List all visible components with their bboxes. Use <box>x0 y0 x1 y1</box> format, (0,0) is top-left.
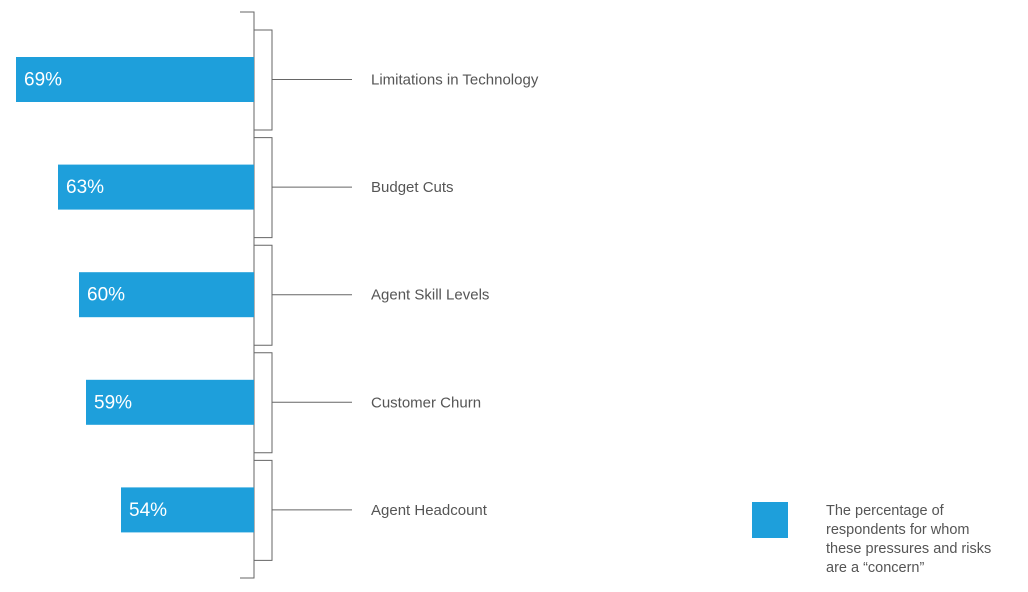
category-label: Budget Cuts <box>371 179 454 196</box>
bar <box>16 57 254 102</box>
bar <box>86 379 254 425</box>
bracket <box>254 244 352 346</box>
category-label: Customer Churn <box>371 394 481 411</box>
value-label: 60% <box>87 285 125 306</box>
bracket <box>254 137 352 239</box>
value-label: 69% <box>24 70 62 91</box>
legend-swatch <box>752 502 788 538</box>
bar <box>121 487 254 533</box>
category-label: Agent Headcount <box>371 502 488 519</box>
bracket <box>254 459 352 561</box>
bar <box>58 164 254 210</box>
bar <box>79 272 254 318</box>
legend-label: The percentage of respondents for whom t… <box>826 503 992 576</box>
value-label: 59% <box>94 392 132 413</box>
bracket <box>254 352 352 454</box>
bracket <box>254 29 352 131</box>
value-label: 54% <box>129 500 167 521</box>
category-label: Limitations in Technology <box>371 71 539 88</box>
category-label: Agent Skill Levels <box>371 287 489 304</box>
value-label: 63% <box>66 177 104 198</box>
